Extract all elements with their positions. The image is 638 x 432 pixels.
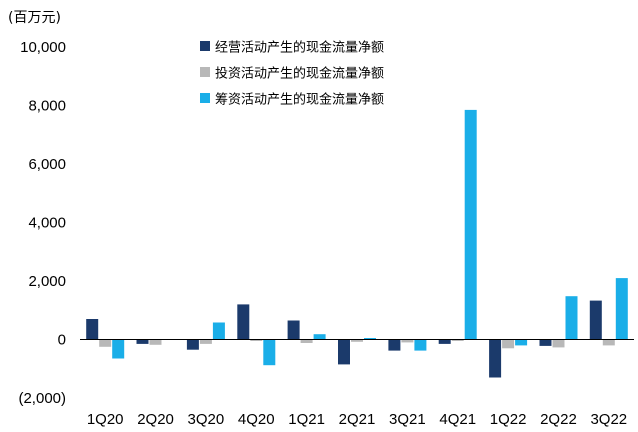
y-tick-label: 8,000 xyxy=(28,98,66,115)
bar-2-2q20 xyxy=(149,339,162,345)
bar-3-1q20 xyxy=(112,339,125,359)
unit-label: (百万元) xyxy=(8,10,61,26)
y-axis: 10,000 8,000 6,000 4,000 2,000 0 (2,000) xyxy=(18,39,66,407)
legend-swatch xyxy=(200,41,210,51)
y-tick-label: 10,000 xyxy=(20,39,66,56)
bar-1-1q20 xyxy=(86,319,99,340)
x-tick-label: 1Q21 xyxy=(288,411,325,428)
x-tick-label: 2Q20 xyxy=(137,411,174,428)
x-tick-label: 4Q20 xyxy=(238,411,275,428)
y-tick-label: 6,000 xyxy=(28,156,66,173)
y-tick-label: 0 xyxy=(58,332,66,349)
bar-3-3q22 xyxy=(615,278,628,340)
bar-2-3q21 xyxy=(401,339,414,343)
legend-swatch xyxy=(200,67,210,77)
bar-1-3q20 xyxy=(186,339,199,350)
bar-2-3q22 xyxy=(602,339,615,346)
y-tick-label: (2,000) xyxy=(18,390,66,407)
bar-3-3q20 xyxy=(212,322,225,340)
legend-label: 经营活动产生的现金流量净额 xyxy=(215,40,384,56)
bar-1-1q21 xyxy=(287,320,300,340)
x-tick-label: 4Q21 xyxy=(439,411,476,428)
bar-2-1q21 xyxy=(300,339,313,343)
x-tick-label: 1Q22 xyxy=(490,411,527,428)
x-tick-label: 2Q21 xyxy=(339,411,376,428)
bar-3-3q21 xyxy=(414,339,427,351)
bar-2-4q21 xyxy=(451,339,464,341)
x-tick-label: 3Q20 xyxy=(188,411,225,428)
bar-3-1q22 xyxy=(515,339,528,346)
bar-2-3q20 xyxy=(199,339,212,344)
bar-3-2q21 xyxy=(364,338,376,340)
bar-2-1q22 xyxy=(502,339,515,349)
bar-2-1q20 xyxy=(99,339,112,347)
bars xyxy=(86,109,628,378)
legend-label: 筹资活动产生的现金流量净额 xyxy=(215,92,384,108)
bar-1-1q22 xyxy=(489,339,502,378)
bar-1-3q21 xyxy=(388,339,401,351)
bar-3-1q21 xyxy=(313,334,326,340)
x-tick-label: 2Q22 xyxy=(540,411,577,428)
x-axis: 1Q20 2Q20 3Q20 4Q20 1Q21 2Q21 3Q21 4Q21 1Q22 2Q22… xyxy=(80,339,634,428)
bar-2-4q20 xyxy=(250,339,263,341)
legend-item: 筹资活动产生的现金流量净额 xyxy=(200,92,384,108)
x-tick-label: 3Q21 xyxy=(389,411,426,428)
bar-1-3q22 xyxy=(589,300,602,340)
legend-item: 经营活动产生的现金流量净额 xyxy=(200,40,384,56)
bar-3-4q21 xyxy=(464,109,477,340)
bar-1-2q20 xyxy=(136,339,149,344)
bar-1-2q21 xyxy=(338,339,350,365)
x-tick-label: 1Q20 xyxy=(87,411,124,428)
x-tick-label: 3Q22 xyxy=(590,411,627,428)
legend-swatch xyxy=(200,93,210,103)
legend-label: 投资活动产生的现金流量净额 xyxy=(215,66,384,82)
bar-1-4q20 xyxy=(237,304,250,340)
bar-2-2q22 xyxy=(552,339,565,348)
y-tick-label: 4,000 xyxy=(28,215,66,232)
bar-1-4q21 xyxy=(438,339,451,344)
bar-1-2q22 xyxy=(539,339,552,346)
y-tick-label: 2,000 xyxy=(28,273,66,290)
bar-3-2q22 xyxy=(565,296,578,340)
bar-3-4q20 xyxy=(263,339,276,366)
bar-2-2q21 xyxy=(351,339,363,342)
legend-item: 投资活动产生的现金流量净额 xyxy=(200,66,384,82)
